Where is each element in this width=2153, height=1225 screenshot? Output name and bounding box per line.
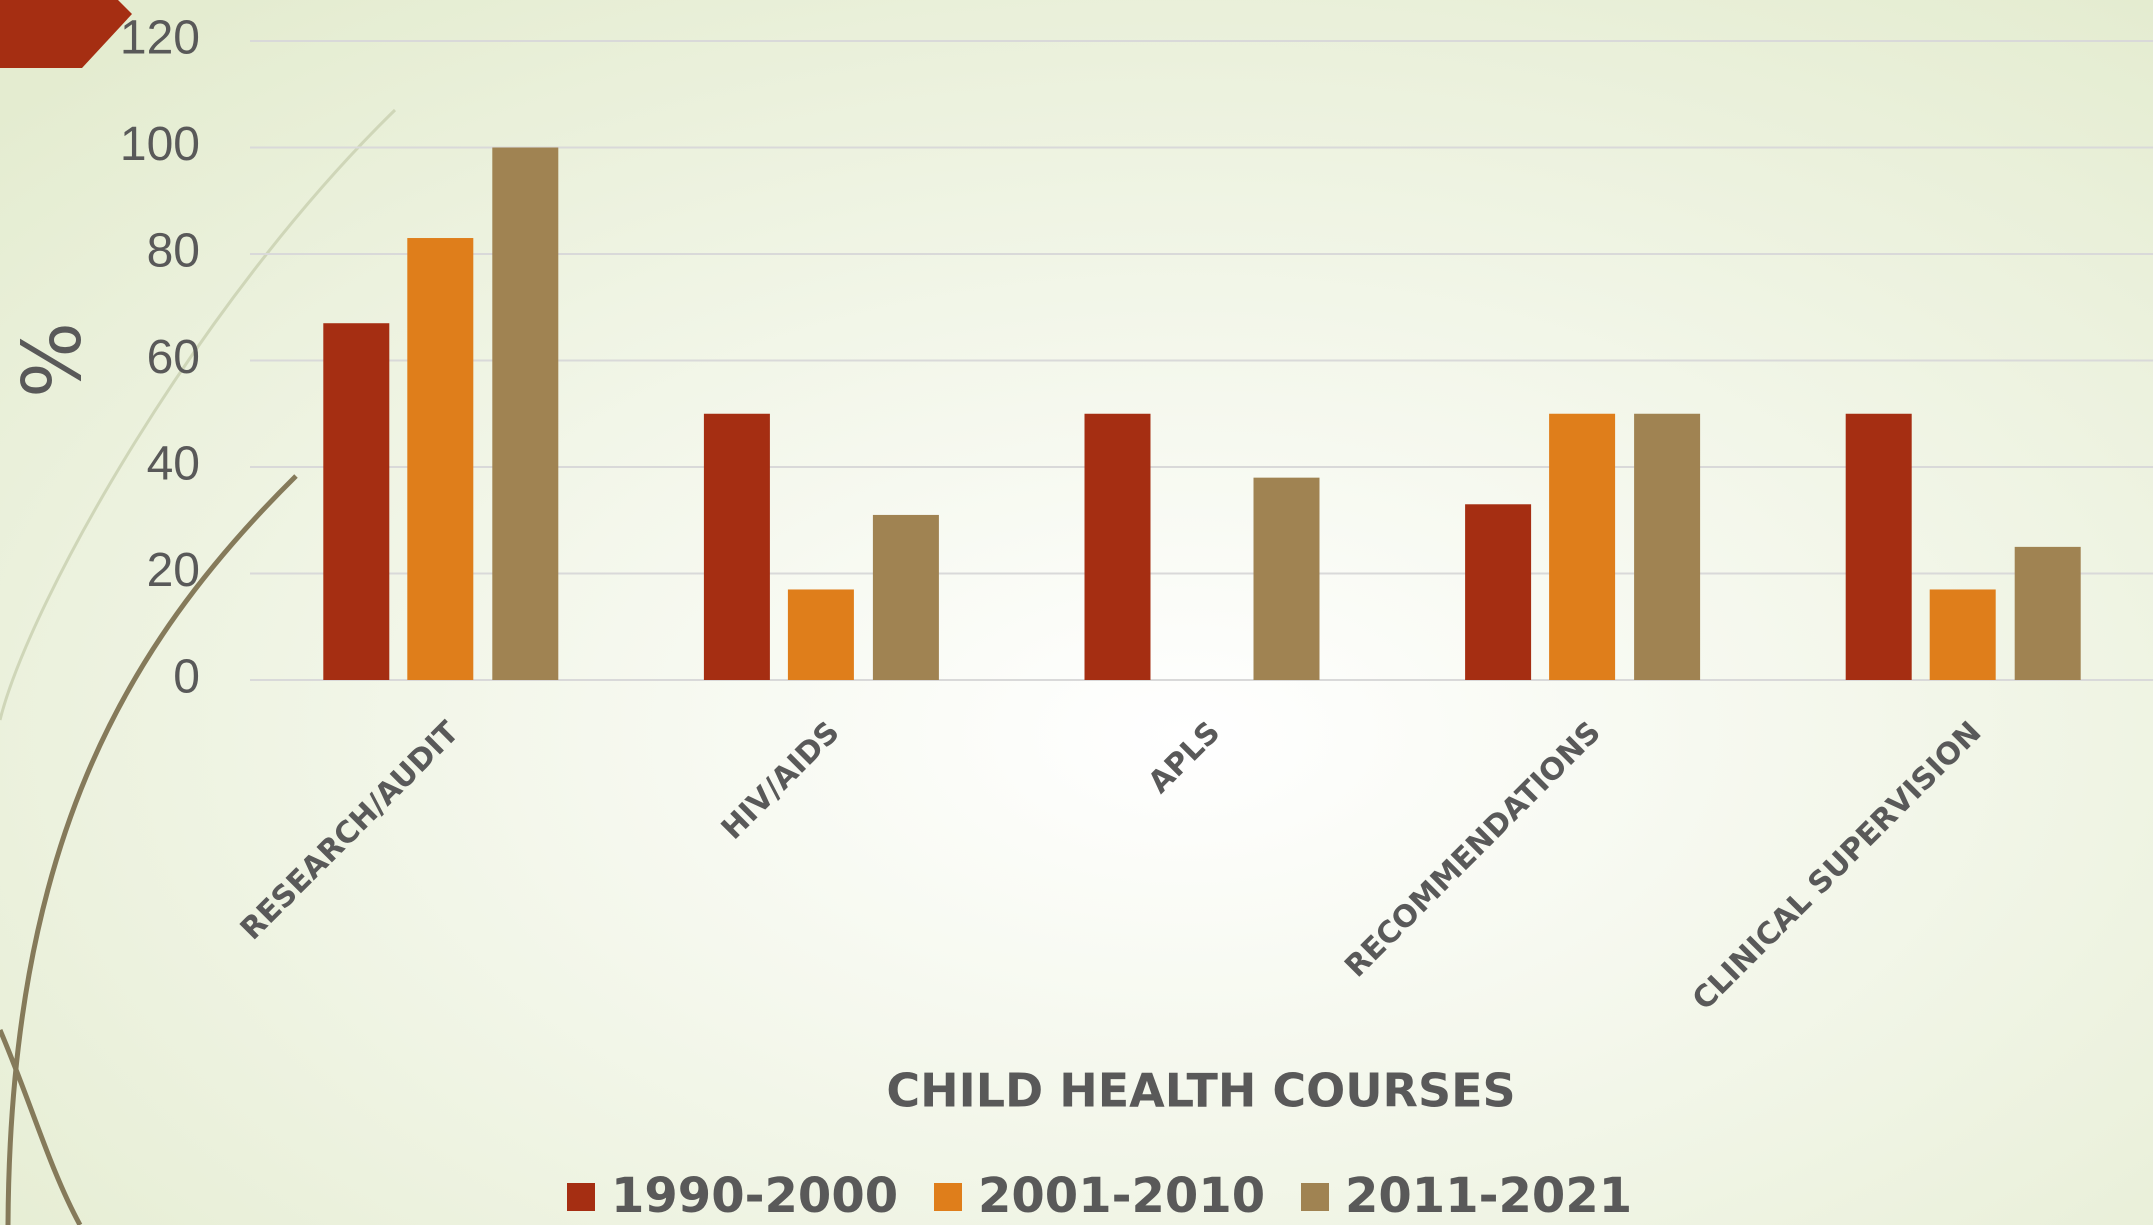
background (0, 0, 2153, 1225)
page: {"chart_data": {"type": "bar", "y_label"… (0, 0, 2153, 1225)
bar (1930, 589, 1996, 680)
legend-swatch (567, 1183, 595, 1211)
y-tick-label: 60 (147, 331, 200, 384)
legend-label: 2001-2010 (978, 1168, 1265, 1224)
bar (323, 323, 389, 680)
y-tick-label: 80 (147, 225, 200, 278)
bar (1085, 414, 1151, 680)
x-axis-title: CHILD HEALTH COURSES (886, 1064, 1515, 1118)
y-tick-label: 20 (147, 544, 200, 597)
bar (1254, 478, 1320, 680)
bar (492, 148, 558, 681)
bar (407, 238, 473, 680)
bar (1846, 414, 1912, 680)
y-tick-label: 120 (120, 12, 200, 65)
legend-swatch (1301, 1183, 1329, 1211)
y-tick-label: 0 (173, 651, 200, 704)
legend-label: 1990-2000 (611, 1168, 898, 1224)
y-axis-title: % (6, 322, 99, 398)
chart: CHILD HEALTH COURSES % 020406080100120RE… (0, 0, 2153, 1225)
bar (1465, 504, 1531, 680)
bar (788, 589, 854, 680)
y-tick-label: 100 (120, 118, 200, 171)
legend-label: 2011-2021 (1345, 1168, 1632, 1224)
legend-swatch (934, 1183, 962, 1211)
bar (704, 414, 770, 680)
bar (873, 515, 939, 680)
bar (2015, 547, 2081, 680)
bar (1549, 414, 1615, 680)
bar (1634, 414, 1700, 680)
y-tick-label: 40 (147, 438, 200, 491)
